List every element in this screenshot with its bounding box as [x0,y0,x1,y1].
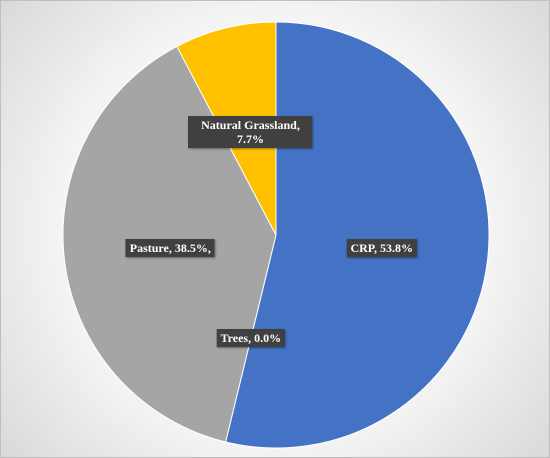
data-label: Pasture, 38.5%, [125,239,215,258]
data-label: CRP, 53.8% [346,238,418,257]
data-label: Natural Grassland, 7.7% [188,115,313,148]
data-label: Trees, 0.0% [216,329,286,348]
